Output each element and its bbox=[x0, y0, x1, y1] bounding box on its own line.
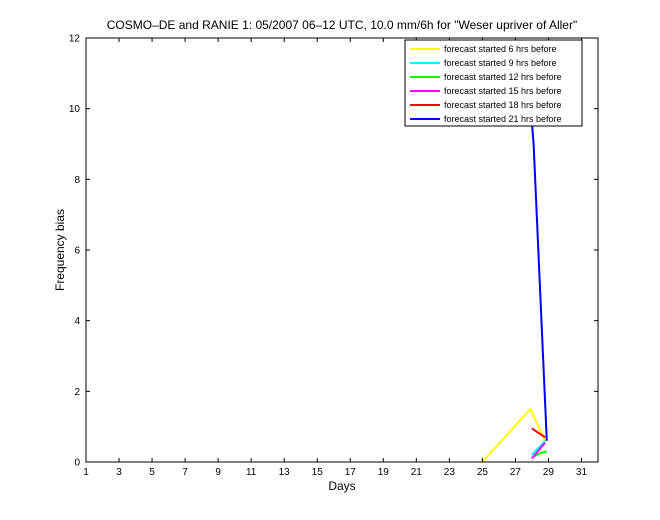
x-tick-label: 27 bbox=[510, 467, 522, 478]
y-tick-label: 12 bbox=[69, 34, 81, 45]
series-line-4 bbox=[531, 441, 546, 460]
series-line-5 bbox=[531, 427, 546, 439]
legend-label-3: forecast started 12 hrs before bbox=[444, 72, 562, 82]
y-tick-label: 8 bbox=[74, 175, 80, 186]
legend-label-2: forecast started 9 hrs before bbox=[444, 58, 557, 68]
x-tick-label: 23 bbox=[444, 467, 456, 478]
y-axis: 0 2 4 6 8 10 12 bbox=[69, 34, 598, 469]
x-tick-label: 1 bbox=[83, 467, 89, 478]
y-tick-label: 0 bbox=[74, 458, 80, 469]
x-tick-label: 25 bbox=[477, 467, 489, 478]
x-tick-label: 17 bbox=[345, 467, 357, 478]
series-line-3 bbox=[533, 450, 548, 458]
legend: forecast started 6 hrs before forecast st… bbox=[404, 39, 583, 127]
x-tick-label: 21 bbox=[411, 467, 423, 478]
legend-label-4: forecast started 15 hrs before bbox=[444, 86, 562, 96]
x-tick-label: 5 bbox=[149, 467, 155, 478]
x-tick-label: 11 bbox=[246, 467, 257, 478]
x-tick-label: 13 bbox=[279, 467, 291, 478]
series-line-2 bbox=[531, 440, 546, 456]
y-tick-label: 2 bbox=[74, 387, 80, 398]
y-axis-title: Frequency bias bbox=[53, 209, 67, 291]
x-tick-label: 19 bbox=[378, 467, 390, 478]
legend-label-6: forecast started 21 hrs before bbox=[444, 114, 562, 124]
legend-label-5: forecast started 18 hrs before bbox=[444, 100, 562, 110]
y-tick-label: 4 bbox=[74, 316, 80, 327]
legend-box bbox=[404, 39, 583, 127]
x-tick-label: 3 bbox=[116, 467, 122, 478]
x-axis-title: Days bbox=[328, 479, 355, 493]
chart-title: COSMO–DE and RANIE 1: 05/2007 06–12 UTC,… bbox=[107, 18, 578, 32]
x-tick-label: 29 bbox=[543, 467, 555, 478]
y-tick-label: 6 bbox=[74, 246, 80, 257]
x-tick-label: 9 bbox=[215, 467, 221, 478]
x-tick-label: 15 bbox=[312, 467, 324, 478]
y-tick-label: 10 bbox=[69, 104, 81, 115]
legend-label-1: forecast started 6 hrs before bbox=[444, 44, 557, 54]
x-tick-label: 7 bbox=[182, 467, 188, 478]
x-axis: 1 3 5 7 9 11 13 15 17 19 21 23 25 27 29 31 bbox=[83, 38, 587, 478]
x-tick-label: 31 bbox=[576, 467, 588, 478]
